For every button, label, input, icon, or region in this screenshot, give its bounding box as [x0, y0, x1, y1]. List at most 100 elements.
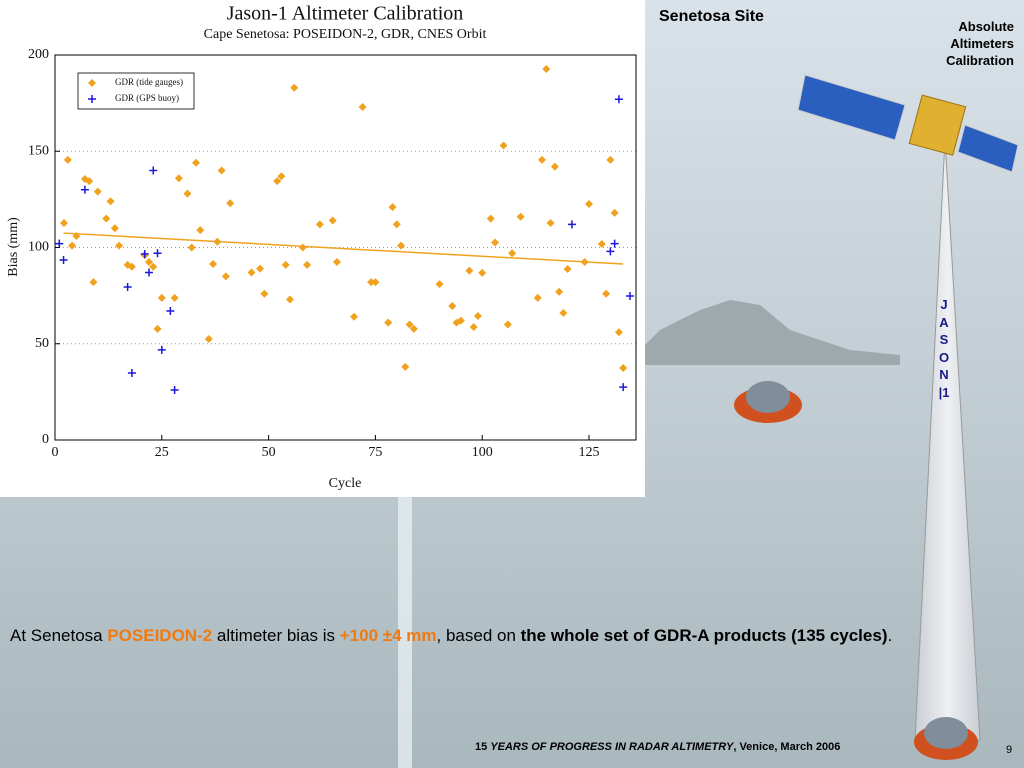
point: [144, 268, 153, 277]
point: [456, 316, 465, 325]
corner-title: Absolute Altimeters Calibration: [946, 19, 1014, 68]
plot-frame: [54, 54, 637, 441]
legend-label: GDR (GPS buoy): [115, 93, 179, 103]
y-tick-label: 0: [42, 432, 49, 447]
legend-box: [77, 72, 195, 110]
summary-text: .: [887, 626, 893, 645]
point: [183, 189, 192, 198]
point: [277, 172, 286, 181]
point: [567, 220, 576, 229]
x-tick-label: 100: [472, 445, 493, 460]
point: [285, 295, 294, 304]
point: [273, 177, 282, 186]
point: [397, 241, 406, 250]
point: [256, 264, 265, 273]
y-axis-label: Bias (mm): [6, 217, 21, 277]
point: [486, 214, 495, 223]
point: [503, 320, 512, 329]
point: [80, 185, 89, 194]
point: [614, 328, 623, 337]
point: [170, 293, 179, 302]
point: [626, 292, 635, 301]
point: [149, 262, 158, 271]
point: [610, 239, 619, 248]
point: [392, 220, 401, 229]
point: [290, 83, 299, 92]
point: [102, 214, 111, 223]
point: [140, 250, 149, 259]
summary-highlight: +100 ±4 mm: [339, 626, 437, 645]
point: [328, 216, 337, 225]
point: [115, 241, 124, 250]
point: [226, 199, 235, 208]
point: [303, 260, 312, 269]
point: [72, 231, 81, 240]
point: [260, 289, 269, 298]
point: [542, 65, 551, 74]
point: [610, 208, 619, 217]
point: [619, 383, 628, 392]
point: [473, 312, 482, 321]
point: [555, 287, 564, 296]
point: [157, 345, 166, 354]
point: [247, 268, 256, 277]
point: [367, 278, 376, 287]
point: [187, 243, 196, 252]
point: [93, 187, 102, 196]
point: [358, 102, 367, 111]
x-tick-label: 25: [155, 445, 169, 460]
summary: At Senetosa POSEIDON-2 altimeter bias is…: [10, 622, 910, 649]
point: [448, 302, 457, 311]
x-tick-label: 0: [52, 445, 59, 460]
site-title: Senetosa Site: [659, 8, 764, 25]
chart-title: Jason-1 Altimeter Calibration: [227, 3, 464, 25]
summary-highlight: POSEIDON-2: [107, 626, 213, 645]
point: [350, 312, 359, 321]
point: [388, 203, 397, 212]
point: [585, 199, 594, 208]
legend-marker: [88, 79, 96, 87]
point: [606, 247, 615, 256]
point: [405, 320, 414, 329]
point: [106, 197, 115, 206]
point: [59, 219, 68, 228]
summary-text: altimeter bias is: [212, 626, 340, 645]
point: [85, 177, 94, 186]
point: [153, 324, 162, 333]
point: [196, 226, 205, 235]
y-tick-label: 200: [28, 47, 49, 62]
point: [559, 308, 568, 317]
point: [465, 266, 474, 275]
buoy-icon: [734, 381, 978, 760]
point: [281, 260, 290, 269]
point: [149, 166, 158, 175]
point: [59, 256, 68, 265]
point: [209, 260, 218, 269]
y-tick-label: 50: [35, 336, 49, 351]
point: [127, 262, 136, 271]
footer-text: YEARS OF PROGRESS IN RADAR ALTIMETRY: [490, 741, 734, 753]
point: [401, 362, 410, 371]
point: [563, 265, 572, 274]
point: [538, 155, 547, 164]
point: [469, 323, 478, 332]
point: [619, 364, 628, 373]
point: [332, 257, 341, 266]
x-tick-label: 75: [368, 445, 382, 460]
footer-text: , Venice, March 2006: [733, 741, 841, 753]
point: [508, 249, 517, 258]
y-tick-label: 150: [28, 143, 49, 158]
footer: 15 YEARS OF PROGRESS IN RADAR ALTIMETRY,…: [475, 741, 840, 753]
point: [110, 224, 119, 233]
point: [217, 166, 226, 175]
point: [384, 318, 393, 327]
point: [580, 257, 589, 266]
point: [174, 174, 183, 183]
point: [68, 241, 77, 250]
point: [63, 155, 72, 164]
point: [123, 282, 132, 291]
y-tick-label: 100: [28, 240, 49, 255]
point: [298, 243, 307, 252]
footer-text: 15: [475, 741, 491, 753]
